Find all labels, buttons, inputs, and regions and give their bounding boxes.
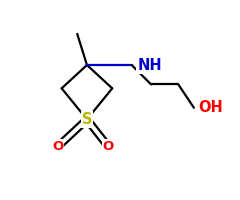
- Text: OH: OH: [198, 100, 222, 115]
- Text: O: O: [52, 140, 63, 153]
- Text: O: O: [103, 140, 114, 153]
- Text: NH: NH: [138, 58, 162, 72]
- Text: S: S: [82, 112, 92, 127]
